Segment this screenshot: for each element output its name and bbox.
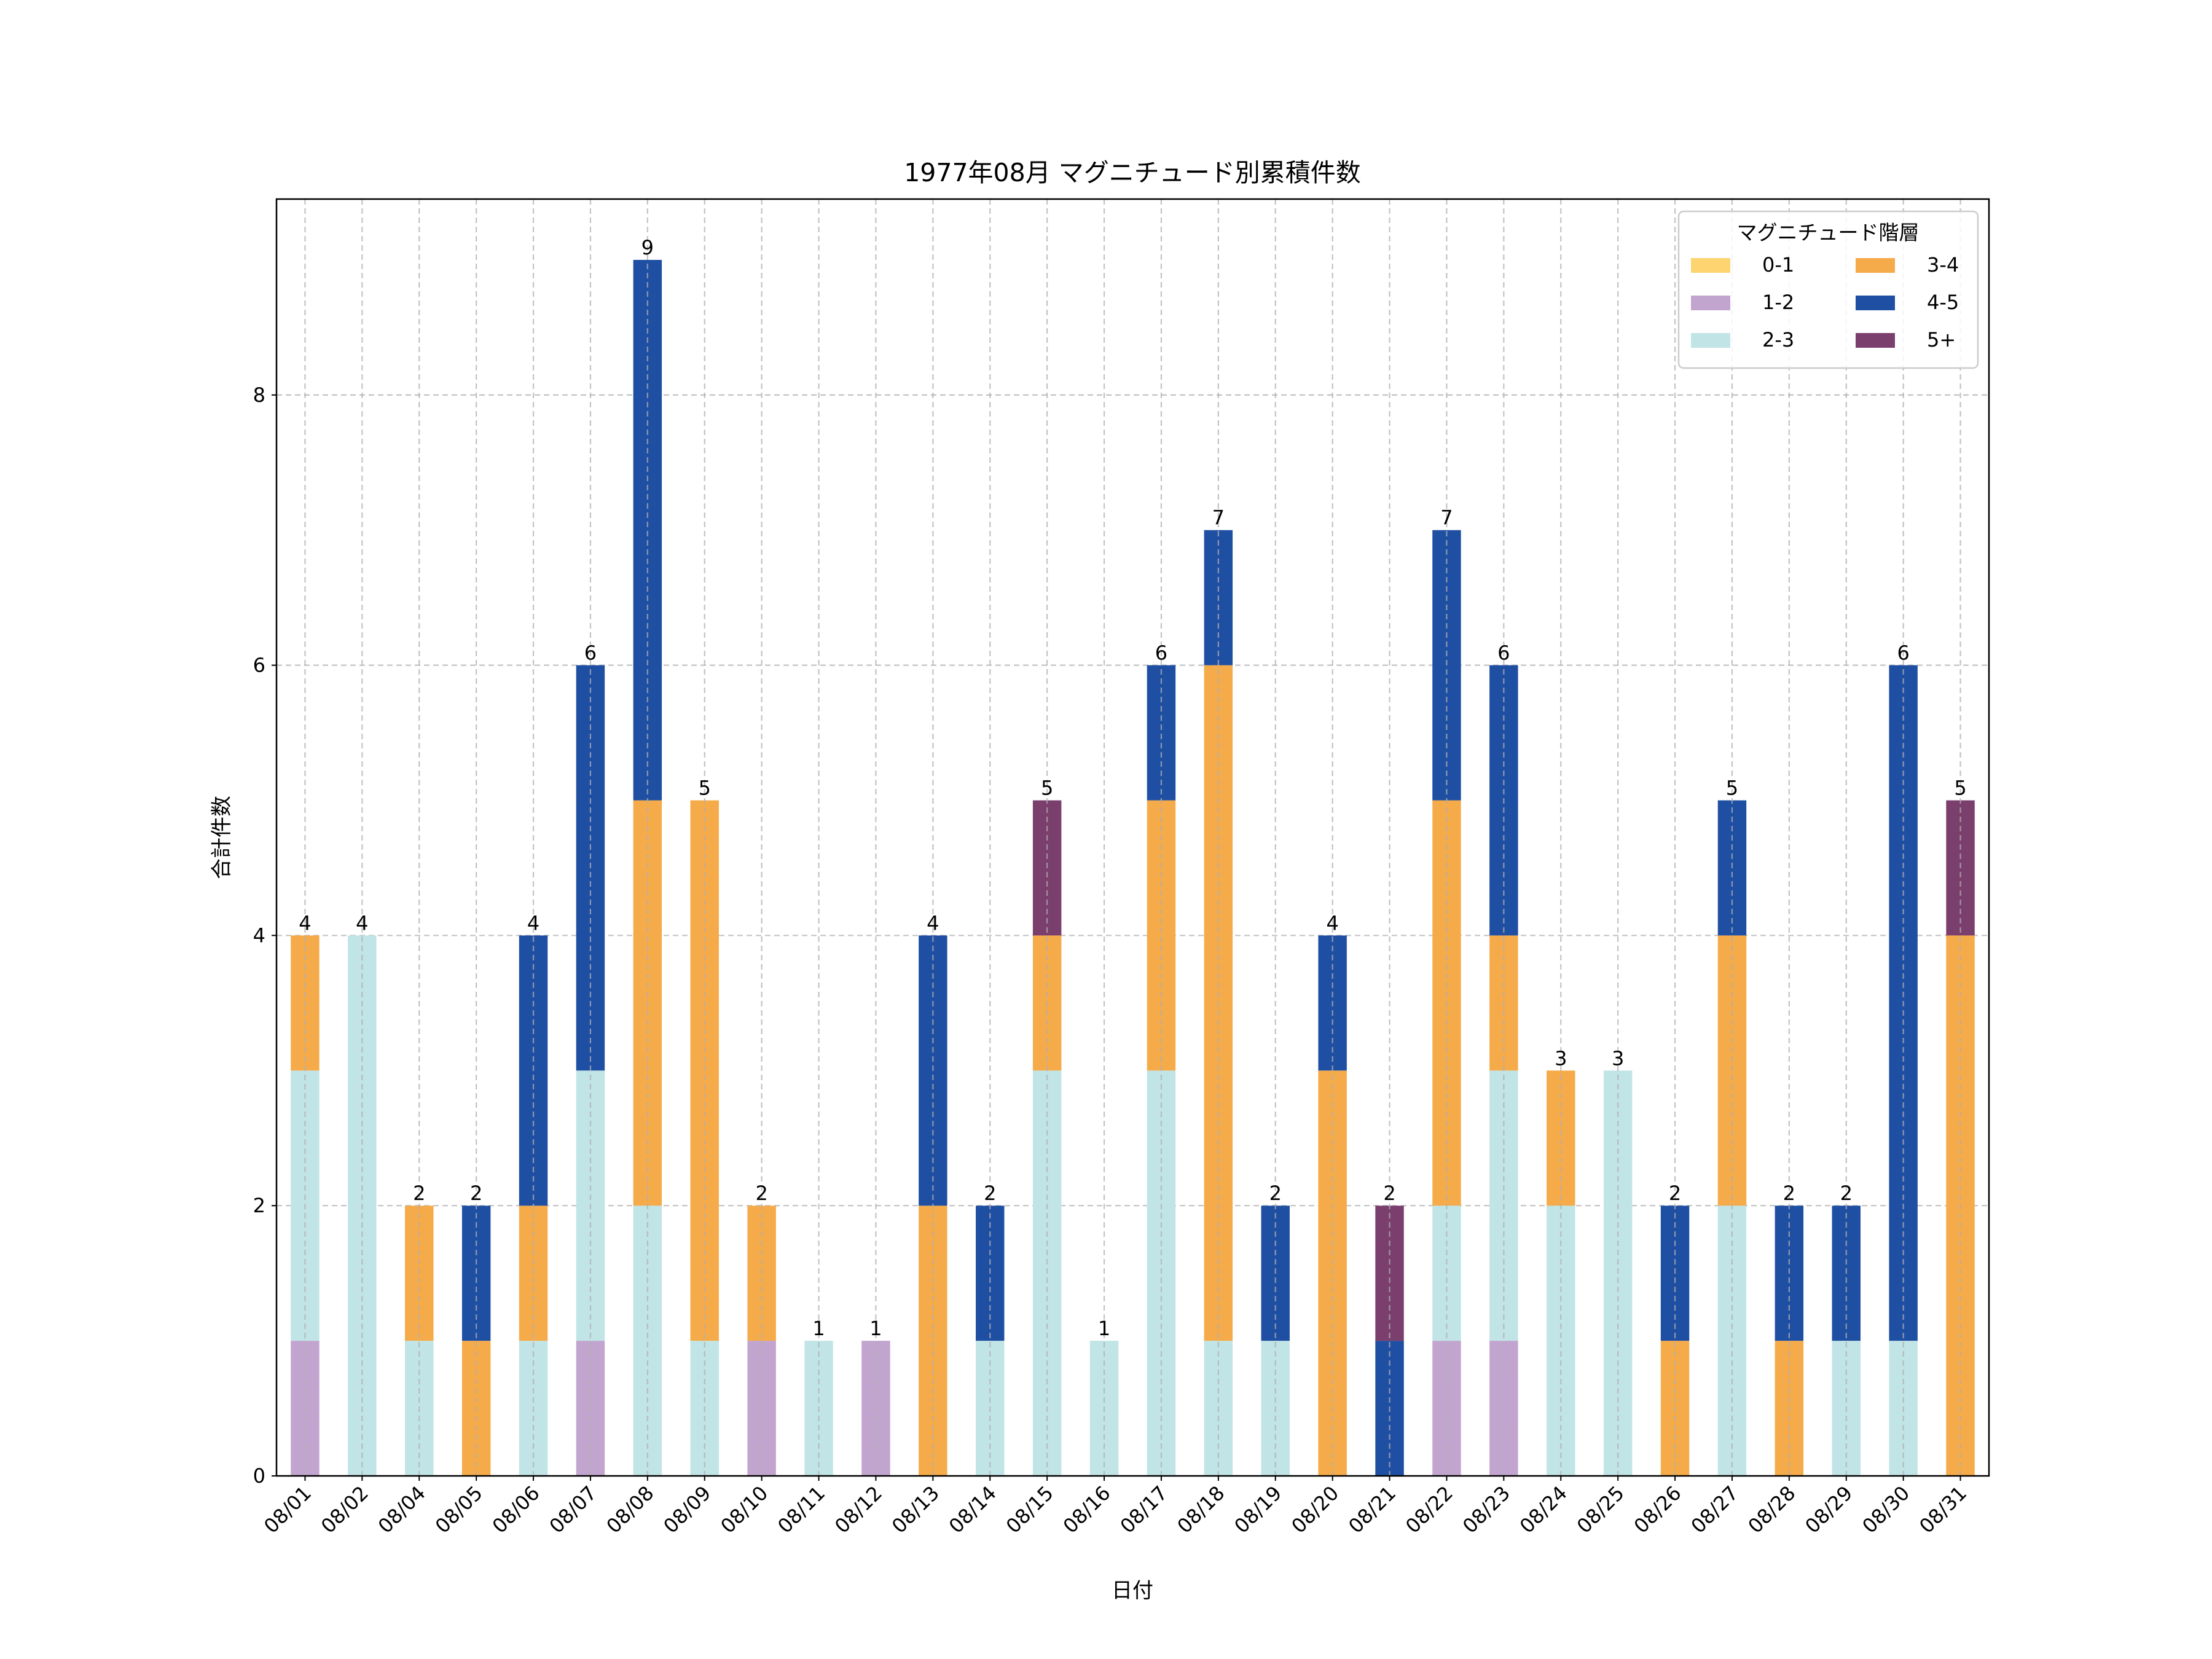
x-axis-label: 日付 [1112, 1579, 1153, 1603]
bar-total-label: 5 [699, 777, 711, 800]
y-tick-label: 2 [253, 1194, 265, 1217]
bar-total-label: 6 [1897, 641, 1909, 665]
bar-total-label: 7 [1440, 506, 1453, 530]
bar-total-label: 3 [1555, 1046, 1567, 1070]
bar-total-label: 3 [1612, 1046, 1624, 1070]
plot-frame [275, 198, 1990, 1477]
bar-total-label: 4 [1326, 911, 1338, 935]
bar-total-label: 4 [299, 911, 311, 935]
bar-total-label: 2 [755, 1182, 767, 1205]
legend-swatch-0-1 [1691, 258, 1730, 273]
bar-total-label: 1 [869, 1317, 882, 1340]
chart-title: 1977年08月 マグニチュード別累積件数 [904, 158, 1361, 187]
bar-total-label: 7 [1212, 506, 1225, 530]
bar-total-label: 2 [1269, 1182, 1282, 1205]
bar-total-label: 4 [356, 911, 368, 935]
bar-total-label: 2 [1669, 1182, 1681, 1205]
y-tick-label: 4 [253, 924, 265, 947]
y-tick-label: 0 [253, 1464, 265, 1488]
bar-total-label: 6 [1497, 641, 1510, 665]
legend: マグニチュード階層 0-1 1-2 2-3 3-4 4-5 5+ [1677, 210, 1979, 369]
y-axis-label: 合計件数 [210, 796, 234, 879]
bar-total-label: 2 [1383, 1182, 1395, 1205]
legend-swatch-2-3 [1691, 333, 1730, 348]
legend-swatch-3-4 [1856, 258, 1895, 273]
legend-label: 1-2 [1762, 291, 1794, 314]
legend-swatch-1-2 [1691, 296, 1730, 310]
bar-total-label: 2 [470, 1182, 482, 1205]
y-tick-label: 8 [253, 383, 265, 407]
bar-total-label: 2 [413, 1182, 425, 1205]
legend-swatch-4-5 [1856, 296, 1895, 310]
bar-total-label: 1 [1098, 1317, 1110, 1340]
legend-title: マグニチュード階層 [1737, 221, 1920, 245]
bar-total-label: 2 [984, 1182, 996, 1205]
bar-total-label: 5 [1954, 777, 1966, 800]
bar-total-label: 6 [1155, 641, 1167, 665]
bar-total-label: 9 [641, 236, 654, 259]
legend-swatch-5+ [1856, 333, 1895, 348]
legend-box [1677, 210, 1979, 369]
bar-total-label: 2 [1840, 1182, 1853, 1205]
legend-label: 3-4 [1927, 253, 1959, 276]
bar-total-label: 4 [527, 911, 539, 935]
legend-label: 2-3 [1762, 328, 1794, 351]
bar-total-label: 2 [1783, 1182, 1795, 1205]
bar-total-label: 5 [1041, 777, 1053, 800]
bar-total-label: 4 [927, 911, 939, 935]
legend-label: 5+ [1927, 328, 1956, 351]
bar-total-label: 5 [1726, 777, 1738, 800]
legend-label: 0-1 [1762, 253, 1794, 276]
bar-total-label: 1 [812, 1317, 825, 1340]
bar-total-label: 6 [584, 641, 597, 665]
legend-label: 4-5 [1927, 291, 1959, 314]
bar-segment-3-4 [1547, 1070, 1575, 1206]
vertical-grid [304, 199, 1961, 1476]
y-tick-label: 6 [253, 654, 265, 677]
